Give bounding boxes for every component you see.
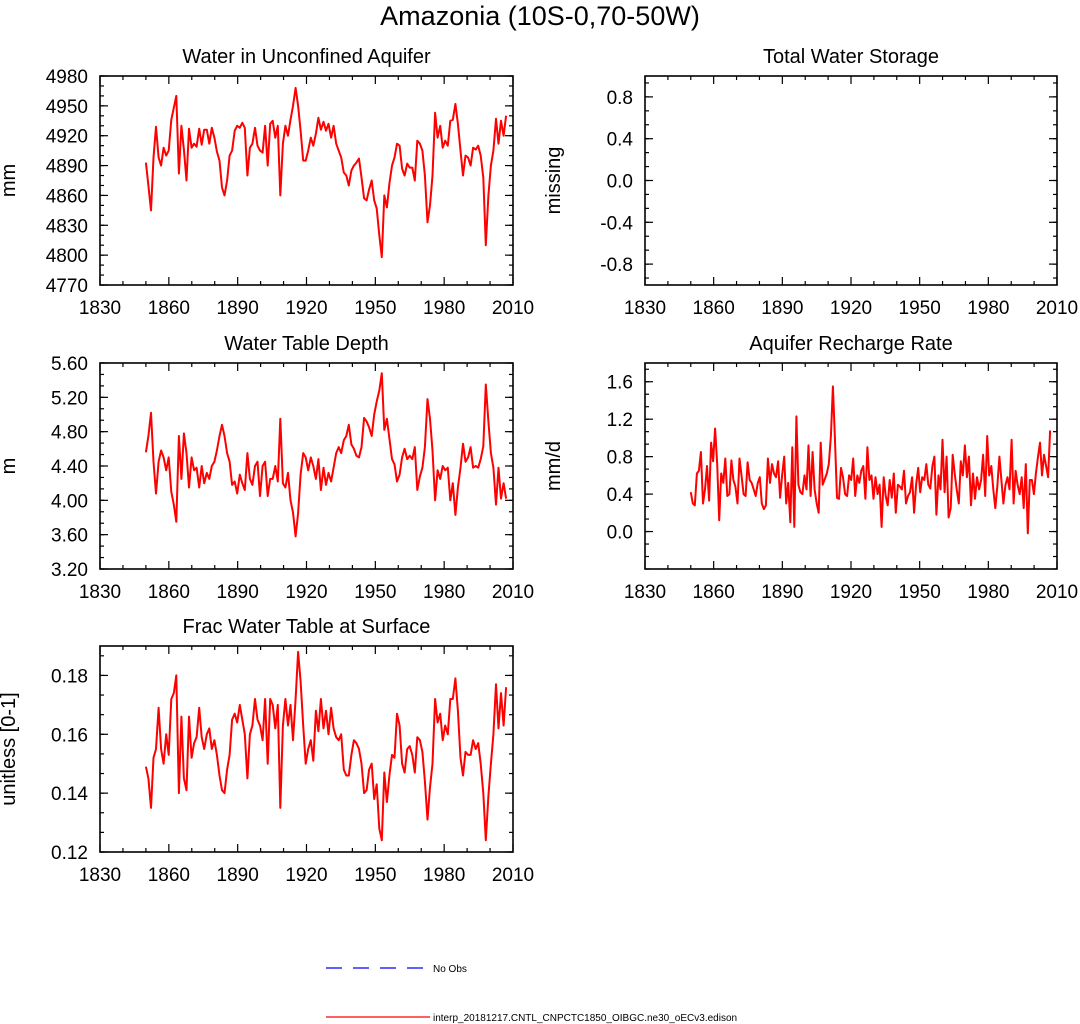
y-tick-label: 3.20 <box>51 560 88 581</box>
x-tick-label: 1890 <box>761 582 803 603</box>
x-tick-label: 1830 <box>79 582 121 603</box>
x-tick-label: 1980 <box>967 582 1009 603</box>
x-tick-label: 2010 <box>492 298 534 319</box>
panel-title: Water in Unconfined Aquifer <box>182 46 431 68</box>
x-tick-label: 1950 <box>899 582 941 603</box>
panel-frac-water-table-at-surface: Frac Water Table at Surface unitless [0-1… <box>0 616 534 886</box>
legend-label-no-obs: No Obs <box>433 964 467 975</box>
panel-title: Total Water Storage <box>763 46 939 68</box>
series-line-water-in-unconfined-aquifer <box>144 86 508 259</box>
panel-title: Water Table Depth <box>224 333 389 355</box>
y-tick-label: 4980 <box>46 67 88 88</box>
x-tick-label: 1890 <box>761 298 803 319</box>
x-tick-label: 1830 <box>624 582 666 603</box>
plot-frame <box>99 75 514 286</box>
y-tick-label: 1.6 <box>607 373 633 394</box>
x-tick-label: 2010 <box>492 582 534 603</box>
y-tick-label: 1.2 <box>607 410 633 431</box>
x-tick-label: 2010 <box>1036 298 1078 319</box>
legend-entry-model-run: interp_20181217.CNTL_CNPCTC1850_OIBGC.ne… <box>326 1013 737 1024</box>
legend-label-model-run: interp_20181217.CNTL_CNPCTC1850_OIBGC.ne… <box>433 1013 737 1024</box>
y-axis-label: mm/d <box>543 441 565 491</box>
plot-frame <box>644 75 1058 286</box>
x-tick-label: 1920 <box>830 298 872 319</box>
x-tick-label: 1860 <box>148 582 190 603</box>
y-tick-label: 4.80 <box>51 423 88 444</box>
panel-title: Aquifer Recharge Rate <box>749 333 952 355</box>
legend: No Obs interp_20181217.CNTL_CNPCTC1850_O… <box>326 964 737 1024</box>
x-tick-label: 1980 <box>967 298 1009 319</box>
x-tick-label: 1950 <box>354 298 396 319</box>
x-tick-label: 1860 <box>693 298 735 319</box>
x-tick-label: 1890 <box>217 298 259 319</box>
x-tick-label: 1890 <box>217 582 259 603</box>
y-tick-label: 0.4 <box>607 130 634 151</box>
x-tick-label: 1920 <box>285 865 327 886</box>
y-tick-label: 4920 <box>46 127 88 148</box>
x-tick-label: 2010 <box>1036 582 1078 603</box>
y-tick-label: 0.16 <box>51 725 88 746</box>
y-tick-label: 5.60 <box>51 354 88 375</box>
series-line-aquifer-recharge-rate <box>689 385 1052 535</box>
y-tick-label: 4950 <box>46 97 88 118</box>
y-tick-label: 4.00 <box>51 491 88 512</box>
panel-total-water-storage: Total Water Storage missing 1830 1860 1890 19… <box>543 46 1078 319</box>
y-tick-label: 0.8 <box>607 88 633 109</box>
y-tick-label: 4770 <box>46 276 88 297</box>
x-tick-label: 1830 <box>79 298 121 319</box>
y-tick-label: 0.14 <box>51 784 88 805</box>
x-tick-label: 1830 <box>624 298 666 319</box>
x-tick-label: 1980 <box>423 582 465 603</box>
x-tick-label: 1860 <box>148 865 190 886</box>
x-tick-label: 1920 <box>830 582 872 603</box>
x-tick-label: 1860 <box>148 298 190 319</box>
y-tick-label: 0.4 <box>607 485 634 506</box>
x-tick-label: 1830 <box>79 865 121 886</box>
y-tick-label: -0.8 <box>600 255 633 276</box>
x-tick-label: 1860 <box>693 582 735 603</box>
y-tick-label: 0.0 <box>607 523 633 544</box>
y-tick-label: 0.0 <box>607 172 633 193</box>
x-tick-label: 1980 <box>423 865 465 886</box>
y-tick-label: 0.18 <box>51 666 88 687</box>
y-tick-label: 4.40 <box>51 457 88 478</box>
y-axis-label: missing <box>543 147 565 215</box>
y-axis-label: mm <box>0 164 20 197</box>
y-tick-label: 5.20 <box>51 388 88 409</box>
y-tick-label: 4800 <box>46 246 88 267</box>
y-axis-label: unitless [0-1] <box>0 692 20 805</box>
panel-aquifer-recharge-rate: Aquifer Recharge Rate mm/d 1830 1860 1890 192… <box>543 333 1078 603</box>
series-line-frac-water-table-at-surface <box>144 650 508 842</box>
panel-title: Frac Water Table at Surface <box>183 616 431 638</box>
y-tick-label: -0.4 <box>600 213 633 234</box>
x-tick-label: 1950 <box>354 865 396 886</box>
y-tick-label: 4890 <box>46 157 88 178</box>
y-axis-label: m <box>0 458 20 475</box>
x-tick-label: 1950 <box>899 298 941 319</box>
main-title: Amazonia (10S-0,70-50W) <box>380 1 700 31</box>
x-tick-label: 1920 <box>285 582 327 603</box>
y-tick-label: 0.12 <box>51 843 88 864</box>
x-tick-label: 1920 <box>285 298 327 319</box>
x-tick-label: 1950 <box>354 582 396 603</box>
legend-entry-no-obs: No Obs <box>326 964 467 975</box>
y-tick-label: 4860 <box>46 186 88 207</box>
panel-water-table-depth: Water Table Depth m 1830 1860 1890 1920 1950 19… <box>0 333 534 603</box>
x-tick-label: 2010 <box>492 865 534 886</box>
y-tick-label: 0.8 <box>607 448 633 469</box>
x-tick-label: 1890 <box>217 865 259 886</box>
y-tick-label: 4830 <box>46 216 88 237</box>
y-tick-label: 3.60 <box>51 526 88 547</box>
series-line-water-table-depth <box>144 372 508 538</box>
panel-water-in-unconfined-aquifer: Water in Unconfined Aquifer mm 1830 1860 189… <box>0 46 534 319</box>
x-tick-label: 1980 <box>423 298 465 319</box>
